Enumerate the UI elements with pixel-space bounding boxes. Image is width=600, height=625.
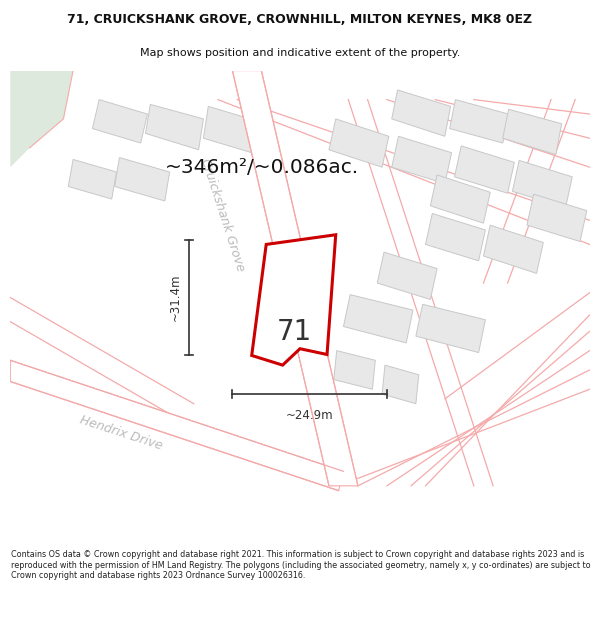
- Polygon shape: [68, 159, 116, 199]
- Polygon shape: [512, 161, 572, 208]
- Polygon shape: [382, 365, 419, 404]
- Text: Cruickshank Grove: Cruickshank Grove: [199, 158, 247, 274]
- Polygon shape: [115, 158, 170, 201]
- Polygon shape: [10, 71, 73, 167]
- Polygon shape: [392, 90, 451, 136]
- Polygon shape: [232, 71, 358, 486]
- Polygon shape: [416, 304, 485, 352]
- Polygon shape: [203, 106, 257, 152]
- Text: ~346m²/~0.086ac.: ~346m²/~0.086ac.: [165, 158, 359, 177]
- Polygon shape: [527, 194, 587, 241]
- Text: ~31.4m: ~31.4m: [169, 274, 182, 321]
- Text: Map shows position and indicative extent of the property.: Map shows position and indicative extent…: [140, 48, 460, 58]
- Polygon shape: [503, 109, 562, 154]
- Polygon shape: [146, 104, 203, 150]
- Text: ~24.9m: ~24.9m: [286, 409, 334, 422]
- Polygon shape: [454, 146, 514, 193]
- Polygon shape: [484, 225, 544, 273]
- Text: Hendrix Drive: Hendrix Drive: [79, 413, 164, 452]
- Text: 71: 71: [276, 318, 311, 346]
- Polygon shape: [92, 99, 148, 143]
- Polygon shape: [430, 175, 490, 223]
- Polygon shape: [252, 235, 336, 365]
- Polygon shape: [329, 119, 389, 167]
- Text: 71, CRUICKSHANK GROVE, CROWNHILL, MILTON KEYNES, MK8 0EZ: 71, CRUICKSHANK GROVE, CROWNHILL, MILTON…: [67, 13, 533, 26]
- Polygon shape: [425, 214, 485, 261]
- Polygon shape: [334, 351, 376, 389]
- Text: Contains OS data © Crown copyright and database right 2021. This information is : Contains OS data © Crown copyright and d…: [11, 550, 590, 580]
- Polygon shape: [377, 252, 437, 299]
- Polygon shape: [392, 136, 452, 184]
- Polygon shape: [343, 294, 413, 343]
- Polygon shape: [10, 360, 343, 491]
- Polygon shape: [449, 99, 509, 143]
